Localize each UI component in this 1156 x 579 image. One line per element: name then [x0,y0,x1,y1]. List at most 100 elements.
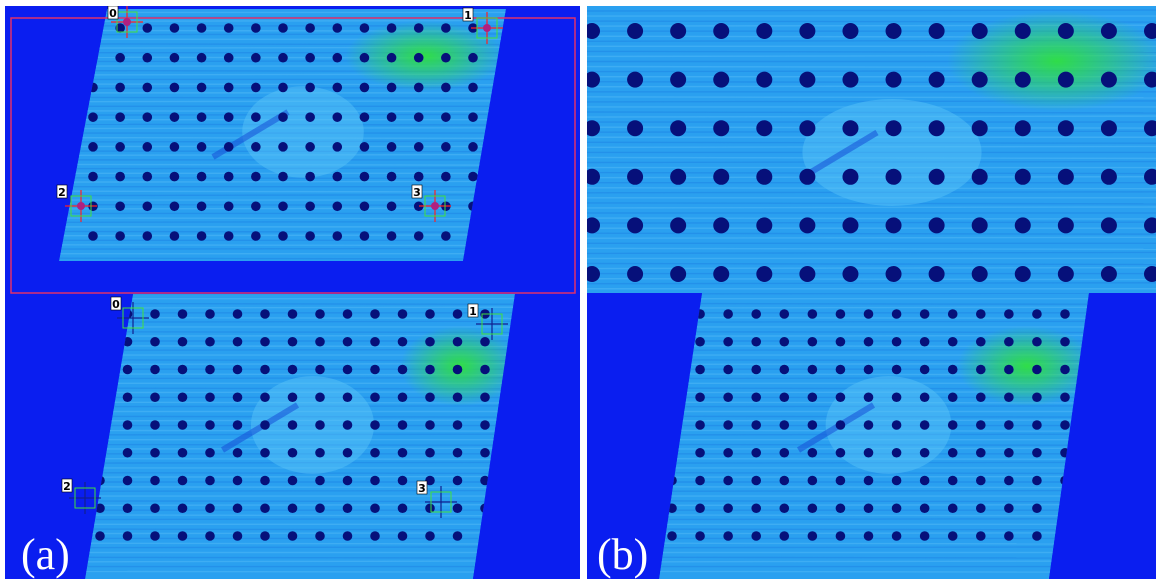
hole [425,309,435,319]
marker-number: 3 [413,186,421,199]
hole [1060,309,1070,319]
panel-a-image: 0 1 2 3 0 1 2 3 [10,6,576,579]
hole [397,392,408,403]
hole [1032,392,1042,403]
hole [1004,336,1014,347]
hole [835,503,846,514]
texture-streak [659,306,1089,309]
hole [397,503,408,514]
hole [413,52,424,63]
hole [919,447,930,458]
hole [1060,336,1070,347]
hole [287,392,298,403]
hole [919,309,930,319]
hole [452,531,463,541]
hole [695,309,705,319]
hole [196,231,207,241]
hole [667,392,677,403]
hole [342,531,353,541]
hole [95,392,105,403]
hole [1004,475,1014,486]
hole [251,171,261,182]
hole [627,120,644,137]
hole [751,503,762,514]
hole [359,52,370,63]
hole [695,503,705,514]
hole [278,82,288,93]
hole [723,336,733,347]
hole [315,392,325,403]
hole [425,531,435,541]
hole [807,420,818,430]
hole [223,82,234,93]
marker-box [116,11,138,33]
hole [863,420,874,430]
hole [142,171,153,182]
hole [1144,23,1156,39]
hole [779,309,790,319]
hole [196,201,207,212]
hole [468,112,478,122]
texture-streak [59,260,506,261]
hole [397,531,408,541]
hole [587,23,600,39]
hole [332,112,343,122]
marker-dot [431,202,439,210]
hole [480,531,490,541]
hole [587,71,600,88]
hole [315,503,325,514]
marker-tag [411,184,423,199]
hole [885,120,902,137]
hole [205,364,215,375]
hole [891,531,902,541]
hole [779,503,790,514]
hole [1060,531,1070,541]
hole [196,142,207,152]
hole [251,231,261,241]
hole [142,112,153,122]
texture-streak [85,320,515,323]
hole [1057,23,1074,39]
hole [169,23,180,33]
hole [842,266,859,282]
hole [425,392,435,403]
hole [971,23,988,39]
hole [370,531,380,541]
hole [342,309,353,319]
crack-line [220,402,300,453]
hole [1100,266,1117,282]
hole [122,364,133,375]
hole [919,420,930,430]
hole [122,309,133,319]
hole [232,475,243,486]
hole [1014,23,1031,39]
specimen [587,6,1156,293]
hole [413,171,424,182]
marker-tag [107,6,119,20]
hole [971,217,988,234]
hole [779,392,790,403]
hole [713,71,730,88]
hole [975,309,986,319]
hole [452,447,463,458]
marker-1: 1 [467,303,508,340]
hole [315,309,325,319]
hole [468,231,478,241]
hole [342,475,353,486]
hole [1014,168,1031,185]
texture-streak [85,514,515,517]
hole [122,392,133,403]
marker-number: 1 [469,305,477,318]
marker-box [476,17,498,39]
hole [807,309,818,319]
hole [150,475,160,486]
hole [885,71,902,88]
marker-2: 2 [61,478,101,514]
hole [115,171,125,182]
hole [1057,217,1074,234]
hole [232,531,243,541]
panel-divider [580,0,587,579]
hole [205,531,215,541]
hole [425,475,435,486]
hole [695,336,705,347]
